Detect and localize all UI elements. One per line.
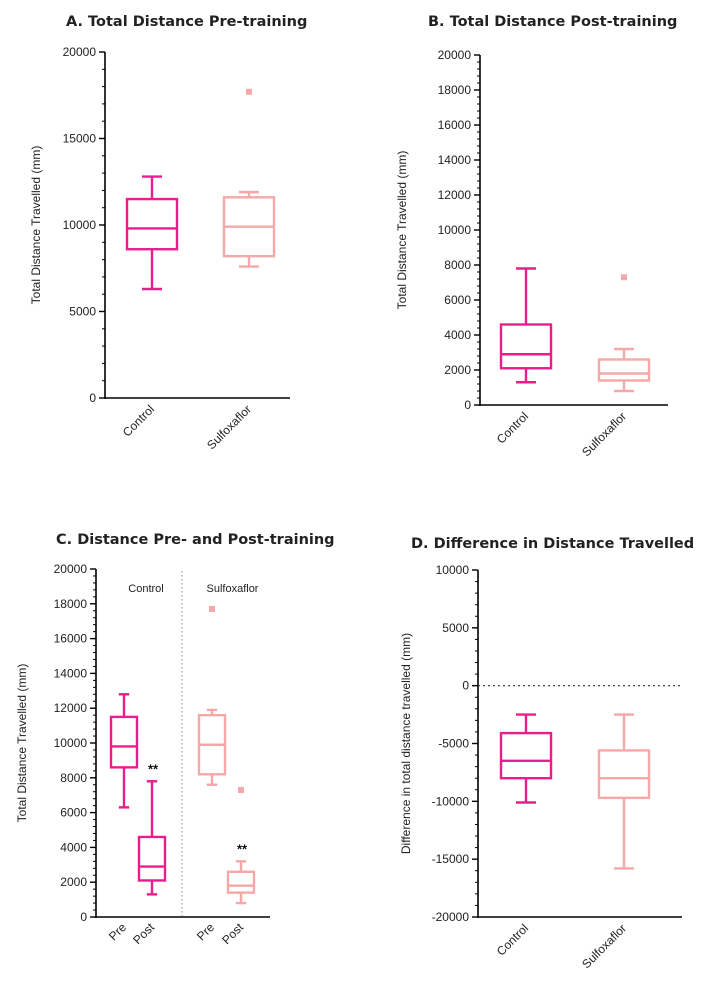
panel-d-y-label: Difference in total distance travelled (… [399,633,413,854]
panel-b-y-tick-label: 18000 [438,83,472,97]
panel-c-y-tick-label: 10000 [54,736,88,750]
panel-d-y-tick-label: -15000 [432,852,470,866]
panel-b-iqr-box [597,358,651,382]
panel-c-box-0 [109,693,139,809]
panel-a-title: A. Total Distance Pre-training [66,14,307,30]
panel-c-box-2 [197,606,227,786]
panel-b-y-tick-label: 2000 [444,363,471,377]
panel-c-x-tick-label: Post [130,920,157,947]
panel-a-y-tick-label: 0 [89,391,96,405]
panel-d-y-tick-label: -5000 [438,737,469,751]
panel-b-iqr-box [499,323,553,370]
panel-a-x-tick-label: Sulfoxaflor [204,402,254,452]
panel-a-x-tick-label: Control [120,402,157,439]
panel-c-y-tick-label: 2000 [60,875,87,889]
panel-c-title: C. Distance Pre- and Post-training [56,532,335,548]
panel-b-y-tick-label: 6000 [444,293,471,307]
panel-c-y-tick-label: 12000 [54,701,88,715]
panel-b-box-0 [499,267,553,384]
panel-c-significance-label: ** [237,841,248,856]
panel-b-y-tick-label: 10000 [438,223,472,237]
panel-d-y-tick-label: -10000 [432,794,470,808]
panel-c-y-tick-label: 16000 [54,632,88,646]
panel-b-x-tick-label: Control [494,409,531,446]
panel-c-outlier-point [209,606,215,613]
panel-c-box-1: ** [137,761,167,896]
panel-c: C. Distance Pre- and Post-training 0 2000… [15,532,335,947]
panel-d-y-tick-label: 5000 [442,621,469,635]
panel-a-y-tick-label: 15000 [63,132,97,146]
panel-c-iqr-box [137,835,167,882]
panel-b-y-tick-label: 14000 [438,153,472,167]
panel-c-outlier-point [238,786,244,793]
panel-c-y-label: Total Distance Travelled (mm) [15,664,29,823]
panel-b-y-tick-label: 4000 [444,328,471,342]
panel-b-box-1 [597,274,651,393]
panel-d-title: D. Difference in Distance Travelled [411,536,694,552]
panel-a-y-tick-label: 20000 [63,45,97,59]
panel-c-y-tick-label: 14000 [54,666,88,680]
panel-a-box-0 [125,175,179,291]
panel-c-significance-label: ** [148,761,159,776]
panel-b-y-tick-label: 0 [464,398,471,412]
panel-b-y-tick-label: 8000 [444,258,471,272]
panel-a-box-1 [222,88,276,268]
panel-c-x-tick-label: Pre [194,920,217,943]
panel-b-x-tick-label: Sulfoxaflor [579,409,629,459]
panel-a-outlier-point [246,88,252,95]
panel-a-y-tick-label: 10000 [63,218,97,232]
panel-c-y-tick-label: 8000 [60,771,87,785]
panel-c-y-tick-label: 0 [80,910,87,924]
panel-b-y-tick-label: 16000 [438,118,472,132]
panel-d-iqr-box [499,731,553,780]
panel-b: B. Total Distance Post-training 0 2000 400… [395,14,677,459]
panel-d-x-tick-label: Sulfoxaflor [579,921,629,971]
panel-a: A. Total Distance Pre-training 0 5000 1000… [29,14,307,452]
panel-c-box-3: ** [226,786,256,905]
panel-c-x-tick-label: Post [219,920,246,947]
panel-b-outlier-point [621,274,627,281]
panel-d-iqr-box [597,749,651,800]
panel-b-y-tick-label: 20000 [438,48,472,62]
panel-c-group-label: Control [128,583,163,595]
panel-c-y-tick-label: 6000 [60,806,87,820]
panel-b-y-label: Total Distance Travelled (mm) [395,151,409,310]
panel-c-y-tick-label: 4000 [60,840,87,854]
panel-c-x-tick-label: Pre [106,920,129,943]
panel-a-iqr-box [125,197,179,251]
panel-d-x-tick-label: Control [494,921,531,958]
panel-d-y-tick-label: 0 [462,679,469,693]
panel-a-y-label: Total Distance Travelled (mm) [29,146,43,305]
panel-d-box-1 [597,713,651,870]
panel-c-y-tick-label: 18000 [54,597,88,611]
panel-c-group-label: Sulfoxaflor [207,583,259,595]
panel-d-y-tick-label: 10000 [436,563,470,577]
panel-b-title: B. Total Distance Post-training [428,14,677,30]
panel-b-y-tick-label: 12000 [438,188,472,202]
panel-c-y-tick-label: 20000 [54,562,88,576]
panel-d: D. Difference in Distance Travelled -200… [399,536,694,971]
panel-c-iqr-box [226,870,256,894]
panel-c-iqr-box [109,715,139,769]
panel-d-box-0 [499,713,553,804]
panel-a-y-tick-label: 5000 [69,305,96,319]
panel-d-y-tick-label: -20000 [432,910,470,924]
